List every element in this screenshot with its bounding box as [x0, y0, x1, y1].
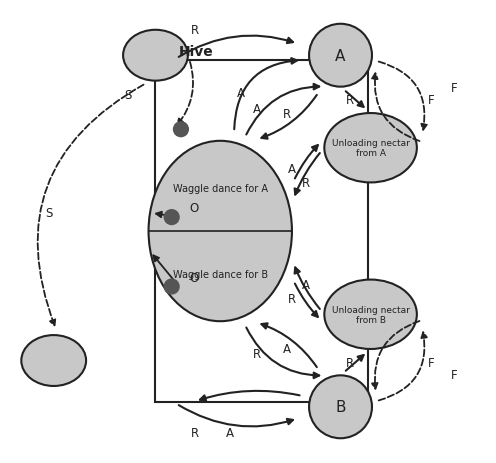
Text: F: F [450, 368, 457, 381]
Text: S: S [46, 206, 53, 219]
Ellipse shape [123, 31, 188, 81]
Text: A: A [237, 87, 245, 100]
Text: S: S [124, 89, 131, 102]
Text: R: R [253, 347, 261, 360]
Ellipse shape [148, 142, 292, 321]
Text: B: B [335, 400, 346, 414]
Text: Waggle dance for B: Waggle dance for B [173, 270, 268, 280]
Text: A: A [226, 426, 234, 439]
Text: R: R [288, 292, 296, 305]
Text: O: O [189, 271, 198, 284]
Text: R: R [346, 94, 354, 107]
Text: A: A [288, 163, 296, 175]
Circle shape [174, 123, 188, 138]
Text: R: R [283, 107, 291, 120]
Text: A: A [302, 278, 310, 291]
Text: R: R [191, 24, 199, 37]
Text: Waggle dance for A: Waggle dance for A [173, 183, 268, 193]
Text: A: A [253, 103, 261, 116]
Text: Hive: Hive [179, 44, 213, 58]
Text: Unloading nectar
from B: Unloading nectar from B [332, 305, 410, 324]
Text: A: A [335, 49, 346, 63]
Text: Unloading nectar
from A: Unloading nectar from A [332, 139, 410, 158]
Ellipse shape [324, 280, 417, 349]
Circle shape [164, 210, 179, 225]
Circle shape [164, 280, 179, 294]
Text: R: R [302, 176, 310, 189]
Ellipse shape [324, 114, 417, 183]
Ellipse shape [309, 25, 372, 88]
Ellipse shape [309, 375, 372, 438]
Text: R: R [346, 356, 354, 369]
Ellipse shape [21, 335, 86, 386]
Text: O: O [189, 202, 198, 215]
Text: A: A [283, 343, 291, 356]
Text: F: F [428, 357, 434, 369]
Text: F: F [450, 82, 457, 95]
Text: F: F [428, 94, 434, 106]
Text: R: R [191, 426, 199, 439]
Bar [155, 61, 368, 402]
